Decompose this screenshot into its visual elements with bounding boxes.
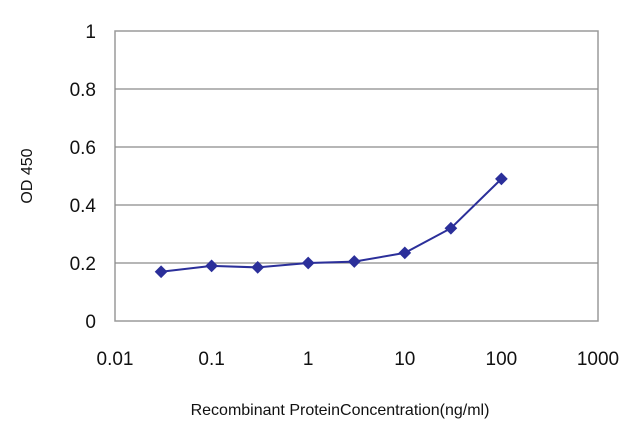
data-point — [347, 255, 361, 268]
data-point — [154, 265, 168, 279]
data-series — [154, 172, 508, 279]
x-tick-label: 10 — [394, 349, 415, 370]
y-tick-label: 0.8 — [70, 80, 96, 101]
x-tick-label: 100 — [486, 349, 518, 370]
y-tick-label: 1 — [85, 22, 96, 43]
y-tick-labels: 0 0.2 0.4 0.6 0.8 1 — [70, 22, 97, 333]
series-line — [160, 178, 503, 273]
data-point — [301, 256, 315, 270]
y-tick-label: 0.4 — [70, 196, 97, 217]
x-tick-label: 1000 — [577, 349, 619, 370]
y-tick-label: 0.2 — [70, 254, 96, 275]
data-point — [251, 260, 265, 274]
plot-area — [114, 30, 599, 322]
x-tick-labels: 0.01 0.1 1 10 100 1000 — [97, 349, 620, 370]
y-tick-label: 0 — [85, 312, 96, 333]
data-point — [398, 246, 412, 260]
data-point — [444, 221, 458, 235]
y-axis-title: OD 450 — [19, 148, 36, 203]
x-tick-label: 1 — [303, 349, 314, 370]
data-point — [205, 259, 218, 273]
x-axis-title: Recombinant ProteinConcentration(ng/ml) — [191, 402, 490, 419]
y-tick-label: 0.6 — [70, 138, 96, 159]
data-point — [495, 172, 508, 186]
x-tick-label: 0.01 — [97, 349, 134, 370]
x-tick-label: 0.1 — [198, 349, 224, 370]
